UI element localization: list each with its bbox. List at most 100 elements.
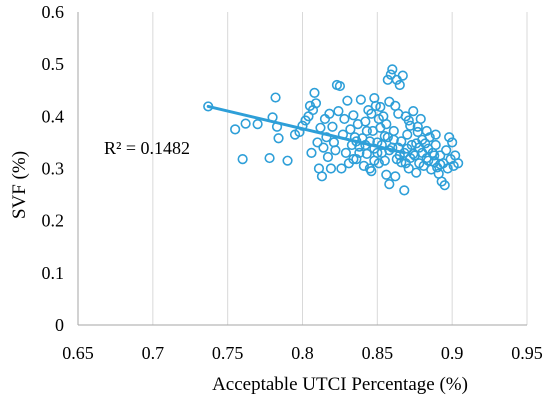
data-point <box>393 108 404 119</box>
data-point <box>421 125 432 137</box>
data-point <box>397 70 408 81</box>
data-point <box>306 147 317 158</box>
data-point <box>345 124 356 135</box>
x-axis-title: Acceptable UTCI Percentage (%) <box>212 374 468 395</box>
data-point <box>351 154 362 165</box>
y-tick-label: 0.2 <box>42 211 65 231</box>
data-point <box>403 115 414 126</box>
data-point <box>381 169 392 180</box>
data-point <box>264 152 275 164</box>
data-point <box>399 185 410 196</box>
data-point <box>327 121 338 132</box>
data-point <box>325 163 337 174</box>
x-tick-label: 0.75 <box>212 343 244 363</box>
data-point <box>330 145 341 156</box>
data-point <box>385 69 396 80</box>
data-point <box>364 163 375 174</box>
data-point <box>403 163 414 174</box>
data-point <box>400 158 411 169</box>
data-point <box>333 106 344 117</box>
data-point <box>382 132 393 143</box>
data-point <box>414 158 425 169</box>
data-point <box>324 108 335 119</box>
data-point <box>366 108 377 119</box>
x-tick-label: 0.85 <box>362 343 394 363</box>
data-point <box>384 96 395 107</box>
trendline-layer <box>206 104 406 155</box>
data-point <box>322 151 334 163</box>
data-point <box>270 92 281 103</box>
data-point <box>391 154 402 165</box>
data-point <box>442 163 453 174</box>
trendline <box>206 104 406 155</box>
data-point <box>387 64 398 75</box>
data-point <box>282 155 293 166</box>
data-point <box>405 120 416 131</box>
y-tick-label: 0.6 <box>42 2 65 22</box>
data-point <box>348 154 359 165</box>
data-point <box>435 159 446 170</box>
data-point <box>310 98 322 109</box>
y-tick-label: 0.3 <box>42 159 65 179</box>
data-point <box>369 155 380 166</box>
data-point <box>237 154 248 165</box>
data-point <box>312 137 323 148</box>
data-point <box>230 124 241 135</box>
data-point <box>394 79 405 91</box>
data-point <box>336 163 347 174</box>
data-point <box>354 147 365 158</box>
y-tick-label: 0.4 <box>42 106 65 126</box>
data-point <box>381 119 392 130</box>
data-point <box>390 171 401 182</box>
data-point <box>339 113 350 125</box>
r-squared-annotation: R² = 0.1482 <box>104 138 190 158</box>
y-tick-label: 0 <box>55 315 64 335</box>
data-point <box>453 158 464 169</box>
data-point <box>252 119 263 130</box>
data-point <box>429 150 440 161</box>
data-point <box>441 145 452 156</box>
data-point <box>444 132 455 143</box>
data-point <box>424 132 435 143</box>
data-point <box>384 179 395 190</box>
data-point <box>309 87 320 98</box>
data-point <box>348 110 359 121</box>
x-tick-label: 0.8 <box>291 343 314 363</box>
data-point <box>430 139 441 151</box>
grid-layer <box>77 12 528 325</box>
x-tick-label: 0.7 <box>142 343 165 363</box>
points-layer <box>203 64 464 196</box>
x-tick-label: 0.65 <box>62 343 94 363</box>
data-point <box>361 125 372 137</box>
data-point <box>318 142 329 153</box>
data-point <box>360 116 371 127</box>
data-point <box>375 101 386 113</box>
data-point <box>417 147 428 158</box>
x-tick-label: 0.95 <box>511 343 543 363</box>
data-point <box>342 95 353 106</box>
data-point <box>447 137 458 148</box>
data-point <box>430 129 441 140</box>
data-point <box>412 121 423 132</box>
data-point <box>423 155 434 166</box>
data-point <box>373 113 384 125</box>
y-tick-label: 0.5 <box>42 54 65 74</box>
axis-layer: 0.65 0.7 0.75 0.8 0.85 0.9 0.95 0 0.1 0.2 0.3 0.4 0.… <box>42 2 543 363</box>
data-point <box>408 106 419 117</box>
data-point <box>316 171 328 182</box>
data-point <box>334 80 346 92</box>
x-tick-label: 0.9 <box>441 343 464 363</box>
y-axis-title: SVF (%) <box>9 151 30 219</box>
data-point <box>369 92 380 104</box>
data-point <box>439 180 450 191</box>
data-point <box>396 136 407 147</box>
data-point <box>240 118 251 129</box>
data-point <box>340 147 352 158</box>
data-point <box>402 129 413 140</box>
y-tick-label: 0.1 <box>42 263 65 283</box>
data-point <box>273 133 284 144</box>
data-point <box>411 167 422 178</box>
data-point <box>388 125 399 137</box>
